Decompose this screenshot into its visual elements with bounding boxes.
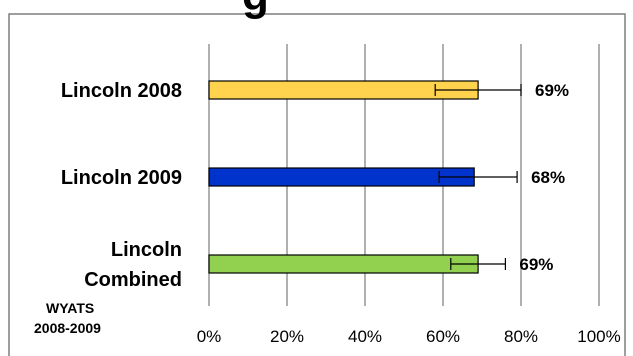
x-tick-label-100: 100% — [577, 327, 620, 346]
category-label-2-0: Lincoln — [111, 239, 182, 261]
x-tick-label-80: 80% — [504, 327, 538, 346]
data-label-1: 68% — [531, 168, 565, 187]
category-labels: Lincoln 2008 Lincoln 2009 Lincoln Combined — [61, 80, 182, 291]
footnote-line2: 2008-2009 — [34, 320, 101, 336]
data-labels: 69% 68% 69% — [519, 81, 569, 274]
category-label-0-0: Lincoln 2008 — [61, 80, 182, 102]
x-axis-ticks: 0% 20% 40% 60% 80% 100% — [197, 327, 621, 346]
data-label-2: 69% — [519, 255, 553, 274]
error-bars — [434, 84, 522, 270]
category-label-2-1: Combined — [84, 269, 182, 291]
x-tick-label-20: 20% — [270, 327, 304, 346]
bar-1 — [208, 167, 475, 187]
chart-title-fragment: g — [242, 0, 269, 20]
x-tick-label-0: 0% — [197, 327, 222, 346]
data-label-0: 69% — [535, 81, 569, 100]
error-bar-2 — [450, 258, 506, 270]
footnote-line1: WYATS — [46, 300, 94, 316]
x-tick-label-40: 40% — [348, 327, 382, 346]
x-tick-label-60: 60% — [426, 327, 460, 346]
error-bar-1 — [438, 171, 518, 183]
error-bar-0 — [434, 84, 522, 96]
bar-2 — [208, 254, 479, 274]
category-label-1-0: Lincoln 2009 — [61, 167, 182, 189]
bars — [208, 80, 479, 274]
